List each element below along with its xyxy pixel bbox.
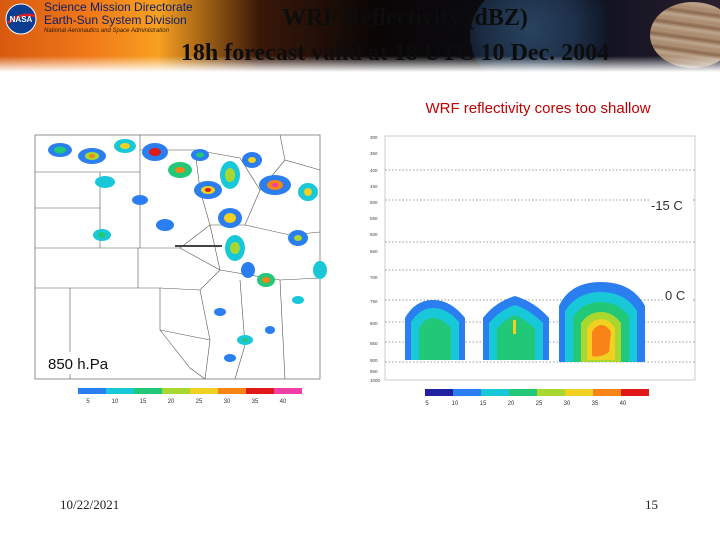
org-line-1: Science Mission Directorate — [44, 0, 193, 14]
org-line-3: National Aeronautics and Space Administr… — [44, 28, 169, 34]
xsec-colorbar-tick: 30 — [564, 401, 571, 407]
xsec-colorbar-tick: 10 — [452, 401, 459, 407]
pressure-tick: 450 — [370, 184, 378, 189]
xsec-colorbar-tick: 35 — [592, 401, 599, 407]
page-number: 15 — [645, 497, 658, 512]
cross-section-colorbar-ticks: 5 10 15 20 25 30 35 40 — [425, 401, 627, 407]
map-colorbar-tick: 10 — [112, 399, 119, 405]
footer-date: 10/22/2021 — [60, 497, 120, 512]
label-0c-box — [663, 286, 693, 304]
slide-title: WRF Reflectivity (dBZ) — [282, 5, 528, 31]
cross-section-colorbar — [425, 389, 649, 396]
xsec-colorbar-tick: 5 — [425, 401, 429, 407]
header-banner — [0, 0, 720, 72]
cross-section-plot: 300 350 400 450 500 550 600 650 700 750 … — [345, 130, 705, 412]
pressure-tick: 300 — [370, 135, 378, 140]
pressure-axis-ticks: 300 350 400 450 500 550 600 650 700 750 … — [370, 135, 381, 383]
pressure-tick: 400 — [370, 168, 378, 173]
nasa-logo: NASA — [5, 3, 37, 35]
xsec-colorbar-tick: 40 — [620, 401, 627, 407]
reflectivity-core-1 — [405, 300, 465, 360]
reflectivity-echoes — [48, 139, 327, 362]
map-colorbar-tick: 5 — [86, 399, 90, 405]
xsec-colorbar-tick: 25 — [536, 401, 543, 407]
map-colorbar-tick: 15 — [140, 399, 147, 405]
pressure-tick: 800 — [370, 321, 378, 326]
map-colorbar-ticks: 5 10 15 20 25 30 35 40 — [86, 399, 287, 405]
xsec-colorbar-tick: 20 — [508, 401, 515, 407]
echo-line-southeast — [214, 208, 327, 362]
map-colorbar-tick: 35 — [252, 399, 259, 405]
pressure-tick: 750 — [370, 299, 378, 304]
pressure-tick: 850 — [370, 341, 378, 346]
pressure-tick: 500 — [370, 200, 378, 205]
map-colorbar-tick: 40 — [280, 399, 287, 405]
pressure-tick: 650 — [370, 249, 378, 254]
svg-text:NASA: NASA — [10, 15, 33, 24]
level-label: 850 h.Pa — [48, 356, 109, 373]
isotherm-label-minus15: -15 C — [651, 198, 683, 213]
slide-subtitle: 18h forecast valid at 18 UTC 10 Dec. 200… — [180, 40, 610, 66]
xsec-colorbar-tick: 15 — [480, 401, 487, 407]
pressure-tick: 350 — [370, 151, 378, 156]
map-colorbar — [78, 388, 302, 394]
map-colorbar-tick: 20 — [168, 399, 175, 405]
reflectivity-core-3 — [559, 282, 645, 362]
pressure-tick: 550 — [370, 216, 378, 221]
pressure-tick: 600 — [370, 232, 378, 237]
map-colorbar-tick: 30 — [224, 399, 231, 405]
pressure-tick: 950 — [370, 369, 378, 374]
org-line-2: Earth-Sun System Division — [44, 13, 187, 27]
pressure-tick: 700 — [370, 275, 378, 280]
pressure-tick: 1000 — [370, 378, 381, 383]
panel-caption: WRF reflectivity cores too shallow — [425, 100, 651, 117]
reflectivity-map: 850 h.Pa 5 10 15 20 25 30 35 40 — [30, 130, 330, 412]
org-block: Science Mission Directorate Earth-Sun Sy… — [44, 1, 193, 35]
isotherm-label-0c: 0 C — [665, 288, 685, 303]
echo-cells-north — [48, 139, 318, 241]
label-minus15-box — [649, 196, 693, 214]
pressure-tick: 900 — [370, 358, 378, 363]
map-colorbar-tick: 25 — [196, 399, 203, 405]
reflectivity-core-2 — [483, 296, 549, 360]
level-label-box — [44, 352, 134, 374]
